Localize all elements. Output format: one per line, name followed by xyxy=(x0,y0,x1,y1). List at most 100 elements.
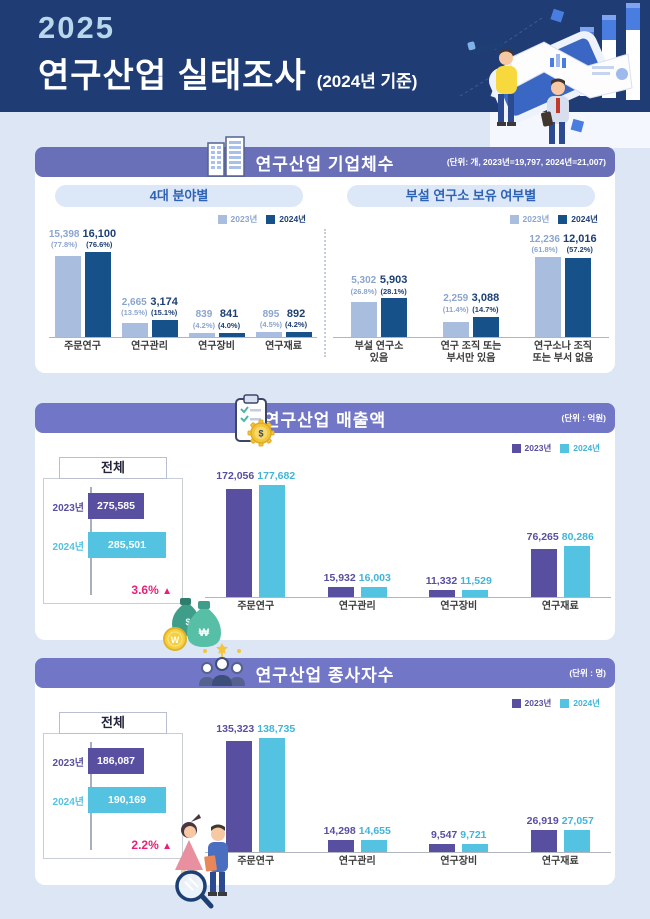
value-label-2023년: 895 (4.5%) xyxy=(259,308,282,330)
bar-2024년 xyxy=(563,829,590,852)
value-labels: 76,265 80,286 xyxy=(527,532,594,543)
chart-plot: 135,323 138,735 14,298 14,655 9,547 9,721 26,9… xyxy=(205,722,611,852)
bar-2023년 xyxy=(226,488,253,597)
bar-2023년 xyxy=(327,840,354,852)
legend-label-2024: 2024년 xyxy=(573,698,600,708)
total-row-label: 2024년 xyxy=(52,541,84,553)
bar-group: 15,398 (77.8%) 16,100 (76.6%) xyxy=(49,228,116,337)
value-labels: 172,056 177,682 xyxy=(216,469,295,482)
subsection-by-field: 4대 분야별 2023년 2024년 15,398 (77.8%) 16,100 (7… xyxy=(35,177,323,373)
legend-label-2023: 2023년 xyxy=(524,443,552,453)
value-label-2023년: 9,547 xyxy=(430,829,458,841)
value-label-2023년: 14,298 xyxy=(323,824,356,837)
value-labels: 895 (4.5%) 892 (4.2%) xyxy=(259,308,307,330)
svg-text:₩: ₩ xyxy=(199,627,210,639)
bar-2024년 xyxy=(360,839,387,852)
bar-group: 839 (4.2%) 841 (4.0%) xyxy=(187,309,247,337)
total-row-label: 2024년 xyxy=(52,796,84,808)
bar-2023년 xyxy=(429,844,456,852)
bar-2023년 xyxy=(429,589,456,597)
bar-group: 76,265 80,286 xyxy=(513,532,607,597)
bar-group: 172,056 177,682 xyxy=(209,470,303,597)
category-label: 연구장비 xyxy=(440,601,478,612)
category-label: 연구장비 xyxy=(198,341,235,352)
bar-2023년 xyxy=(255,332,282,337)
total-row-2024년: 2024년 285,501 xyxy=(44,532,182,558)
value-label-2024년: 841 (4.0%) xyxy=(218,308,241,330)
value-labels: 15,932 16,003 xyxy=(324,571,391,584)
bar-2024년 xyxy=(84,252,111,337)
chart-plot: 172,056 177,682 15,932 16,003 11,332 11,529 76… xyxy=(205,467,611,597)
legend-label-2024: 2024년 xyxy=(279,214,306,224)
bar-group: 895 (4.5%) 892 (4.2%) xyxy=(254,308,314,337)
workers-total-box: 전체 2023년 186,087 2024년 190,169 2.2% ▲ xyxy=(43,712,183,859)
bar-2023년 xyxy=(351,302,377,337)
total-row-2023년: 2023년 186,087 xyxy=(44,748,182,774)
bar-2024년 xyxy=(259,738,286,852)
value-label-2024년: 16,003 xyxy=(358,571,391,584)
category-label: 연구관리 xyxy=(338,601,376,612)
value-labels: 12,236 (61.8%) 12,016 (57.2%) xyxy=(529,233,596,254)
bar-2024년 xyxy=(462,844,489,852)
chart-categories: 부설 연구소 있음 연구 조직 또는 부서만 있음 연구소나 조직 또는 부서 없음 xyxy=(333,341,609,365)
chart-categories: 주문연구 연구관리 연구장비 연구재료 xyxy=(49,341,317,353)
bar-2023년 xyxy=(327,586,354,597)
legend-workers: 2023년 2024년 xyxy=(511,697,605,709)
value-label-2023년: 172,056 xyxy=(216,469,255,482)
value-label-2024년: 3,174 (15.1%) xyxy=(150,295,178,318)
legend-revenue: 2023년 2024년 xyxy=(511,442,605,454)
value-labels: 11,332 11,529 xyxy=(426,575,492,587)
bar-2024년 xyxy=(563,546,590,597)
svg-text:$: $ xyxy=(258,429,263,439)
value-labels: 839 (4.2%) 841 (4.0%) xyxy=(193,309,240,329)
bar-group: 135,323 138,735 xyxy=(209,723,303,852)
subsection-title-by-field: 4대 분야별 xyxy=(55,185,303,207)
category-label: 주문연구 xyxy=(237,601,275,612)
bar-group: 2,259 (11.4%) 3,088 (14.7%) xyxy=(427,293,515,337)
growth-up-arrow-icon: ▲ xyxy=(162,841,172,852)
total-title: 전체 xyxy=(59,712,167,734)
section-title: 연구산업 종사자수 xyxy=(255,665,395,685)
bar-2023년 xyxy=(443,322,469,337)
bar-2023년 xyxy=(535,257,561,337)
category-label: 연구장비 xyxy=(440,856,478,867)
value-label-2023년: 2,665 (13.5%) xyxy=(121,296,148,318)
legend-swatch-2024 xyxy=(266,214,276,224)
value-labels: 5,302 (26.8%) 5,903 (28.1%) xyxy=(350,273,408,296)
chart-companies-by-institute: 5,302 (26.8%) 5,903 (28.1%) 2,259 (11.4%) 3,08… xyxy=(333,227,609,365)
value-label-2023년: 2,259 (11.4%) xyxy=(442,293,469,314)
value-labels: 2,259 (11.4%) 3,088 (14.7%) xyxy=(443,293,499,313)
chart-baseline xyxy=(49,337,317,338)
section-revenue-header: $ 연구산업 매출액 (단위 : 억원) xyxy=(35,394,615,447)
legend-companies-right: 2023년 2024년 xyxy=(509,213,603,225)
value-label-2024년: 3,088 (14.7%) xyxy=(471,292,500,314)
unit-note: (단위 : 명) xyxy=(569,668,606,678)
chart-plot: 5,302 (26.8%) 5,903 (28.1%) 2,259 (11.4%) 3,08… xyxy=(333,227,609,337)
value-label-2024년: 5,903 (28.1%) xyxy=(379,273,408,296)
bar-group: 14,298 14,655 xyxy=(310,825,404,852)
bar-2023년 xyxy=(188,332,215,337)
chart-baseline xyxy=(333,337,609,338)
legend-swatch-2023 xyxy=(511,443,521,453)
bar-group: 26,919 27,057 xyxy=(513,815,607,852)
value-label-2024년: 9,721 xyxy=(460,829,487,841)
value-label-2023년: 76,265 xyxy=(526,531,559,544)
legend-label-2023: 2023년 xyxy=(522,214,550,224)
total-row-label: 2023년 xyxy=(52,757,84,769)
total-bar: 190,169 xyxy=(88,787,166,813)
section-workers-body: 2023년 2024년 전체 2023년 186,087 2024년 190,169 2… xyxy=(35,688,615,909)
value-label-2023년: 26,919 xyxy=(526,814,559,827)
growth-badge: 3.6% ▲ xyxy=(131,583,172,597)
subsection-title-by-institute: 부설 연구소 보유 여부별 xyxy=(347,185,595,207)
bar-2024년 xyxy=(462,589,489,597)
category-label: 주문연구 xyxy=(64,341,101,352)
bar-2024년 xyxy=(381,298,407,337)
money-bags-coin-icon: $ ₩ W xyxy=(163,598,221,651)
category-label: 연구관리 xyxy=(338,856,376,867)
category-label: 부설 연구소 있음 xyxy=(354,341,404,364)
category-label: 연구재료 xyxy=(265,341,302,352)
value-label-2023년: 5,302 (26.8%) xyxy=(350,275,377,296)
clipboard-dollar-gear-icon: $ xyxy=(235,394,275,447)
total-row-label: 2023년 xyxy=(52,502,84,514)
